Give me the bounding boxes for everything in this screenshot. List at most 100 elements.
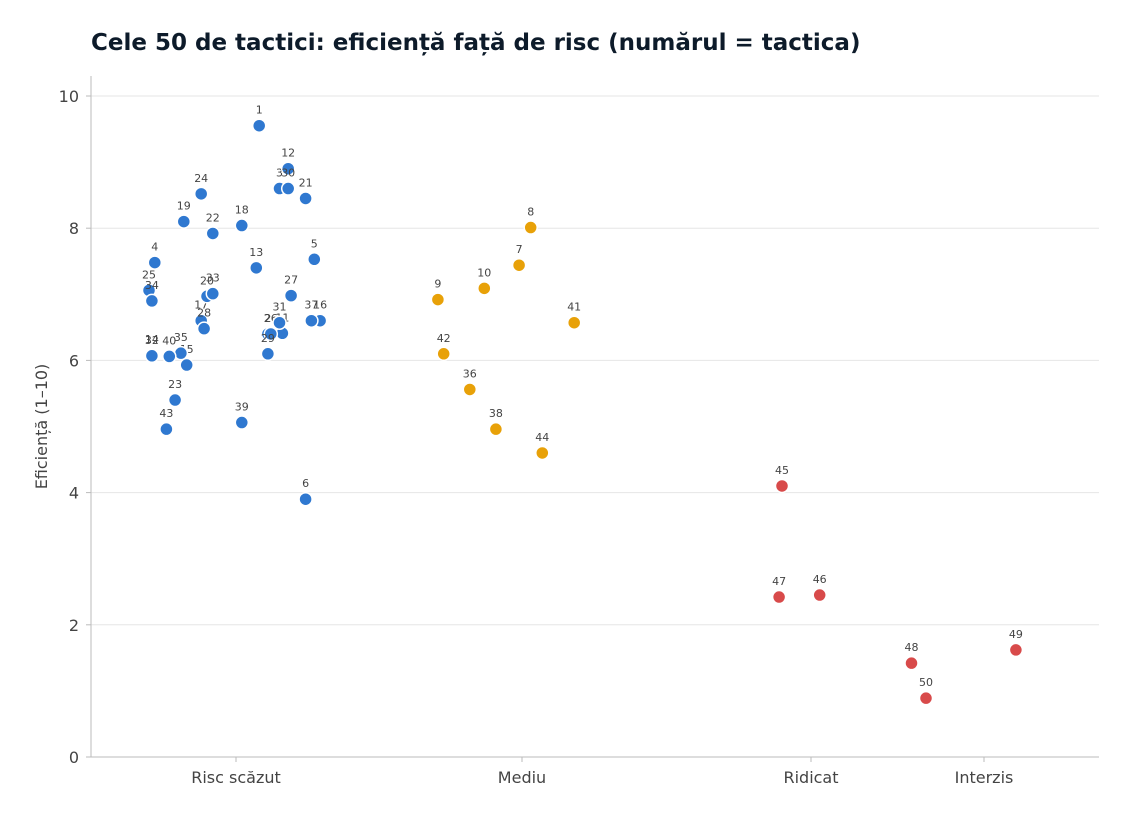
data-point-26	[263, 326, 279, 342]
point-label-35: 35	[174, 331, 188, 344]
point-label-41: 41	[567, 301, 581, 314]
data-point-1	[251, 118, 267, 133]
data-point-33	[205, 286, 221, 301]
point-label-1: 1	[256, 104, 263, 117]
data-point-46	[812, 587, 827, 603]
chart-title: Cele 50 de tactici: eficiență față de ri…	[91, 30, 861, 56]
point-label-38: 38	[489, 407, 503, 420]
point-label-27: 27	[284, 274, 298, 287]
data-point-9	[430, 292, 446, 307]
point-label-16: 16	[313, 299, 327, 312]
point-label-40: 40	[162, 334, 176, 347]
y-tick-label: 4	[69, 484, 79, 503]
point-label-22: 22	[206, 211, 220, 224]
data-point-41	[566, 315, 582, 330]
y-tick-label: 8	[69, 219, 79, 238]
point-label-8: 8	[527, 206, 534, 219]
data-point-32	[144, 348, 160, 364]
data-point-12	[280, 161, 296, 176]
data-point-21	[298, 191, 313, 206]
data-point-4	[147, 255, 163, 270]
data-point-45	[774, 478, 790, 494]
data-point-38	[488, 421, 504, 437]
point-label-21: 21	[299, 176, 313, 189]
point-label-10: 10	[477, 266, 491, 279]
x-tick-label: Risc scăzut	[191, 768, 281, 787]
point-label-39: 39	[235, 401, 249, 414]
point-label-13: 13	[249, 246, 263, 259]
point-label-32: 32	[145, 334, 159, 347]
point-label-23: 23	[168, 378, 182, 391]
point-label-46: 46	[813, 573, 827, 586]
data-point-37	[304, 313, 319, 328]
y-tick-label: 2	[69, 616, 79, 635]
data-point-28	[196, 321, 212, 336]
point-label-30: 30	[281, 167, 295, 180]
point-label-19: 19	[177, 200, 191, 213]
data-point-18	[234, 218, 250, 233]
point-label-20: 20	[200, 274, 214, 287]
data-point-49	[1008, 642, 1024, 658]
point-label-48: 48	[905, 641, 919, 654]
point-label-49: 49	[1009, 628, 1023, 641]
point-label-50: 50	[919, 676, 933, 689]
data-point-48	[904, 655, 919, 671]
data-point-29	[260, 346, 276, 362]
point-label-9: 9	[434, 278, 441, 291]
data-point-30	[280, 181, 296, 196]
point-label-4: 4	[151, 241, 158, 254]
point-label-43: 43	[159, 407, 173, 420]
point-label-47: 47	[772, 575, 786, 588]
data-point-50	[918, 690, 934, 706]
point-label-42: 42	[437, 332, 451, 345]
point-label-25: 25	[142, 268, 156, 281]
data-point-8	[523, 220, 538, 235]
point-label-29: 29	[261, 332, 275, 345]
point-label-33: 33	[206, 272, 220, 285]
data-point-31	[272, 315, 287, 330]
point-label-28: 28	[197, 307, 211, 320]
x-tick-label: Mediu	[498, 768, 546, 787]
data-point-7	[511, 257, 527, 273]
y-tick-label: 6	[69, 351, 79, 370]
data-point-42	[436, 346, 451, 362]
data-point-24	[193, 186, 209, 202]
point-label-18: 18	[235, 204, 249, 217]
data-point-23	[167, 392, 183, 408]
point-label-34: 34	[145, 279, 159, 292]
point-label-14: 14	[145, 333, 159, 346]
data-point-47	[771, 589, 787, 605]
data-point-13	[249, 260, 264, 276]
point-label-7: 7	[516, 243, 523, 256]
point-label-3: 3	[276, 167, 283, 180]
data-point-44	[535, 445, 550, 461]
x-tick-label: Interzis	[955, 768, 1014, 787]
data-point-27	[283, 288, 299, 303]
point-label-44: 44	[535, 431, 549, 444]
point-label-2: 2	[264, 312, 271, 325]
data-point-34	[144, 293, 160, 309]
data-point-15	[179, 357, 194, 373]
data-point-10	[477, 281, 492, 296]
y-tick-label: 10	[59, 87, 79, 106]
point-label-31: 31	[273, 301, 287, 314]
point-label-24: 24	[194, 172, 208, 185]
point-label-12: 12	[281, 147, 295, 160]
data-point-5	[307, 252, 322, 267]
point-label-45: 45	[775, 464, 789, 477]
y-tick-label: 0	[69, 748, 79, 767]
data-point-19	[176, 214, 192, 229]
data-point-22	[205, 226, 221, 241]
point-label-37: 37	[304, 299, 318, 312]
x-tick-label: Ridicat	[783, 768, 838, 787]
data-point-43	[159, 421, 174, 437]
data-point-36	[462, 382, 478, 397]
data-point-6	[298, 491, 313, 507]
point-label-6: 6	[302, 477, 309, 490]
point-label-36: 36	[463, 367, 477, 380]
y-axis-label: Eficiență (1–10)	[32, 364, 51, 490]
point-label-5: 5	[311, 237, 318, 250]
data-point-39	[234, 415, 250, 430]
